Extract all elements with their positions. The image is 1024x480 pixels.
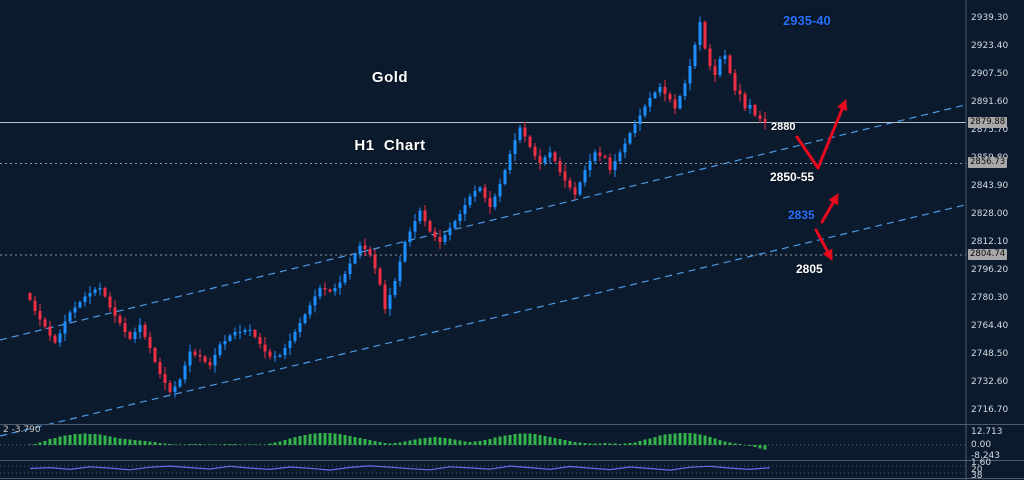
indicator-histogram [0,432,966,450]
level-lines [0,121,966,256]
forecast-arrows [795,98,848,261]
chart-title-symbol: Gold [371,69,409,86]
candlestick-series [28,16,767,398]
annotation-support-zone: 2850-55 [770,170,815,184]
indicator-value-label: 2 -3.790 [3,425,41,435]
trend-channel-lines [0,104,966,437]
annotation-level-2835: 2835 [788,208,815,222]
chart-title-timeframe: H1 Chart [354,136,426,154]
annotation-level-2880: 2880 [771,121,796,133]
lower-indicator-line [0,465,966,474]
annotation-resistance-zone: 2935-40 [783,13,831,28]
annotation-level-2805: 2805 [796,262,823,276]
chart-title: Gold H1 Chart [320,22,460,202]
